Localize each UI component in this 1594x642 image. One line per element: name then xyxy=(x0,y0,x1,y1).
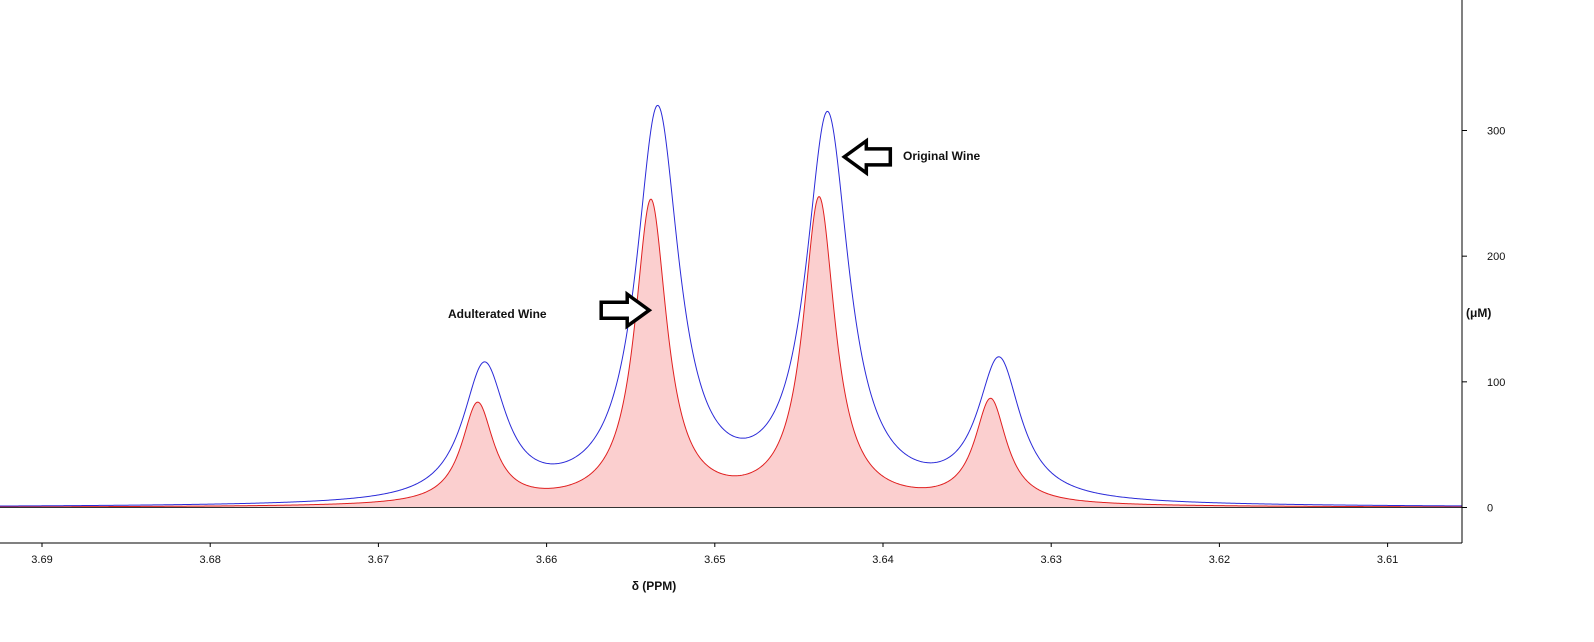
red-series-fill xyxy=(0,196,1462,508)
blue-series xyxy=(0,104,1463,507)
y-ticks: 0 100 200 300 xyxy=(1462,126,1505,515)
x-tick-label: 3.69 xyxy=(31,554,52,566)
x-tick-label: 3.62 xyxy=(1209,554,1230,566)
x-tick-label: 3.63 xyxy=(1040,554,1061,566)
y-tick-label: 0 xyxy=(1487,503,1493,515)
red-series xyxy=(0,195,1462,508)
x-tick-label: 3.68 xyxy=(199,554,220,566)
annotation-original-wine: Original Wine xyxy=(841,137,981,177)
x-tick-label: 3.61 xyxy=(1377,554,1398,566)
red-series-line xyxy=(0,195,1462,508)
x-ticks: 3.69 3.68 3.67 3.66 3.65 3.64 3.63 3.62 3.61 xyxy=(31,543,1398,566)
blue-series-line xyxy=(0,104,1463,507)
arrow-left-icon xyxy=(841,137,893,177)
axes: 3.69 3.68 3.67 3.66 3.65 3.64 3.63 3.62 3.61 0 10… xyxy=(0,0,1505,566)
x-tick-label: 3.67 xyxy=(368,554,389,566)
arrow-right-icon xyxy=(599,290,653,330)
y-tick-label: 100 xyxy=(1487,377,1505,389)
y-axis-title: (μM) xyxy=(1466,306,1491,320)
annotation-original-wine-label: Original Wine xyxy=(903,149,981,163)
y-tick-label: 300 xyxy=(1487,126,1505,138)
x-axis-title: δ (PPM) xyxy=(632,579,677,593)
x-tick-label: 3.64 xyxy=(872,554,893,566)
annotation-adulterated-wine: Adulterated Wine xyxy=(448,290,653,330)
x-tick-label: 3.66 xyxy=(536,554,557,566)
annotation-adulterated-wine-label: Adulterated Wine xyxy=(448,307,547,321)
x-tick-label: 3.65 xyxy=(704,554,725,566)
y-tick-label: 200 xyxy=(1487,251,1505,263)
